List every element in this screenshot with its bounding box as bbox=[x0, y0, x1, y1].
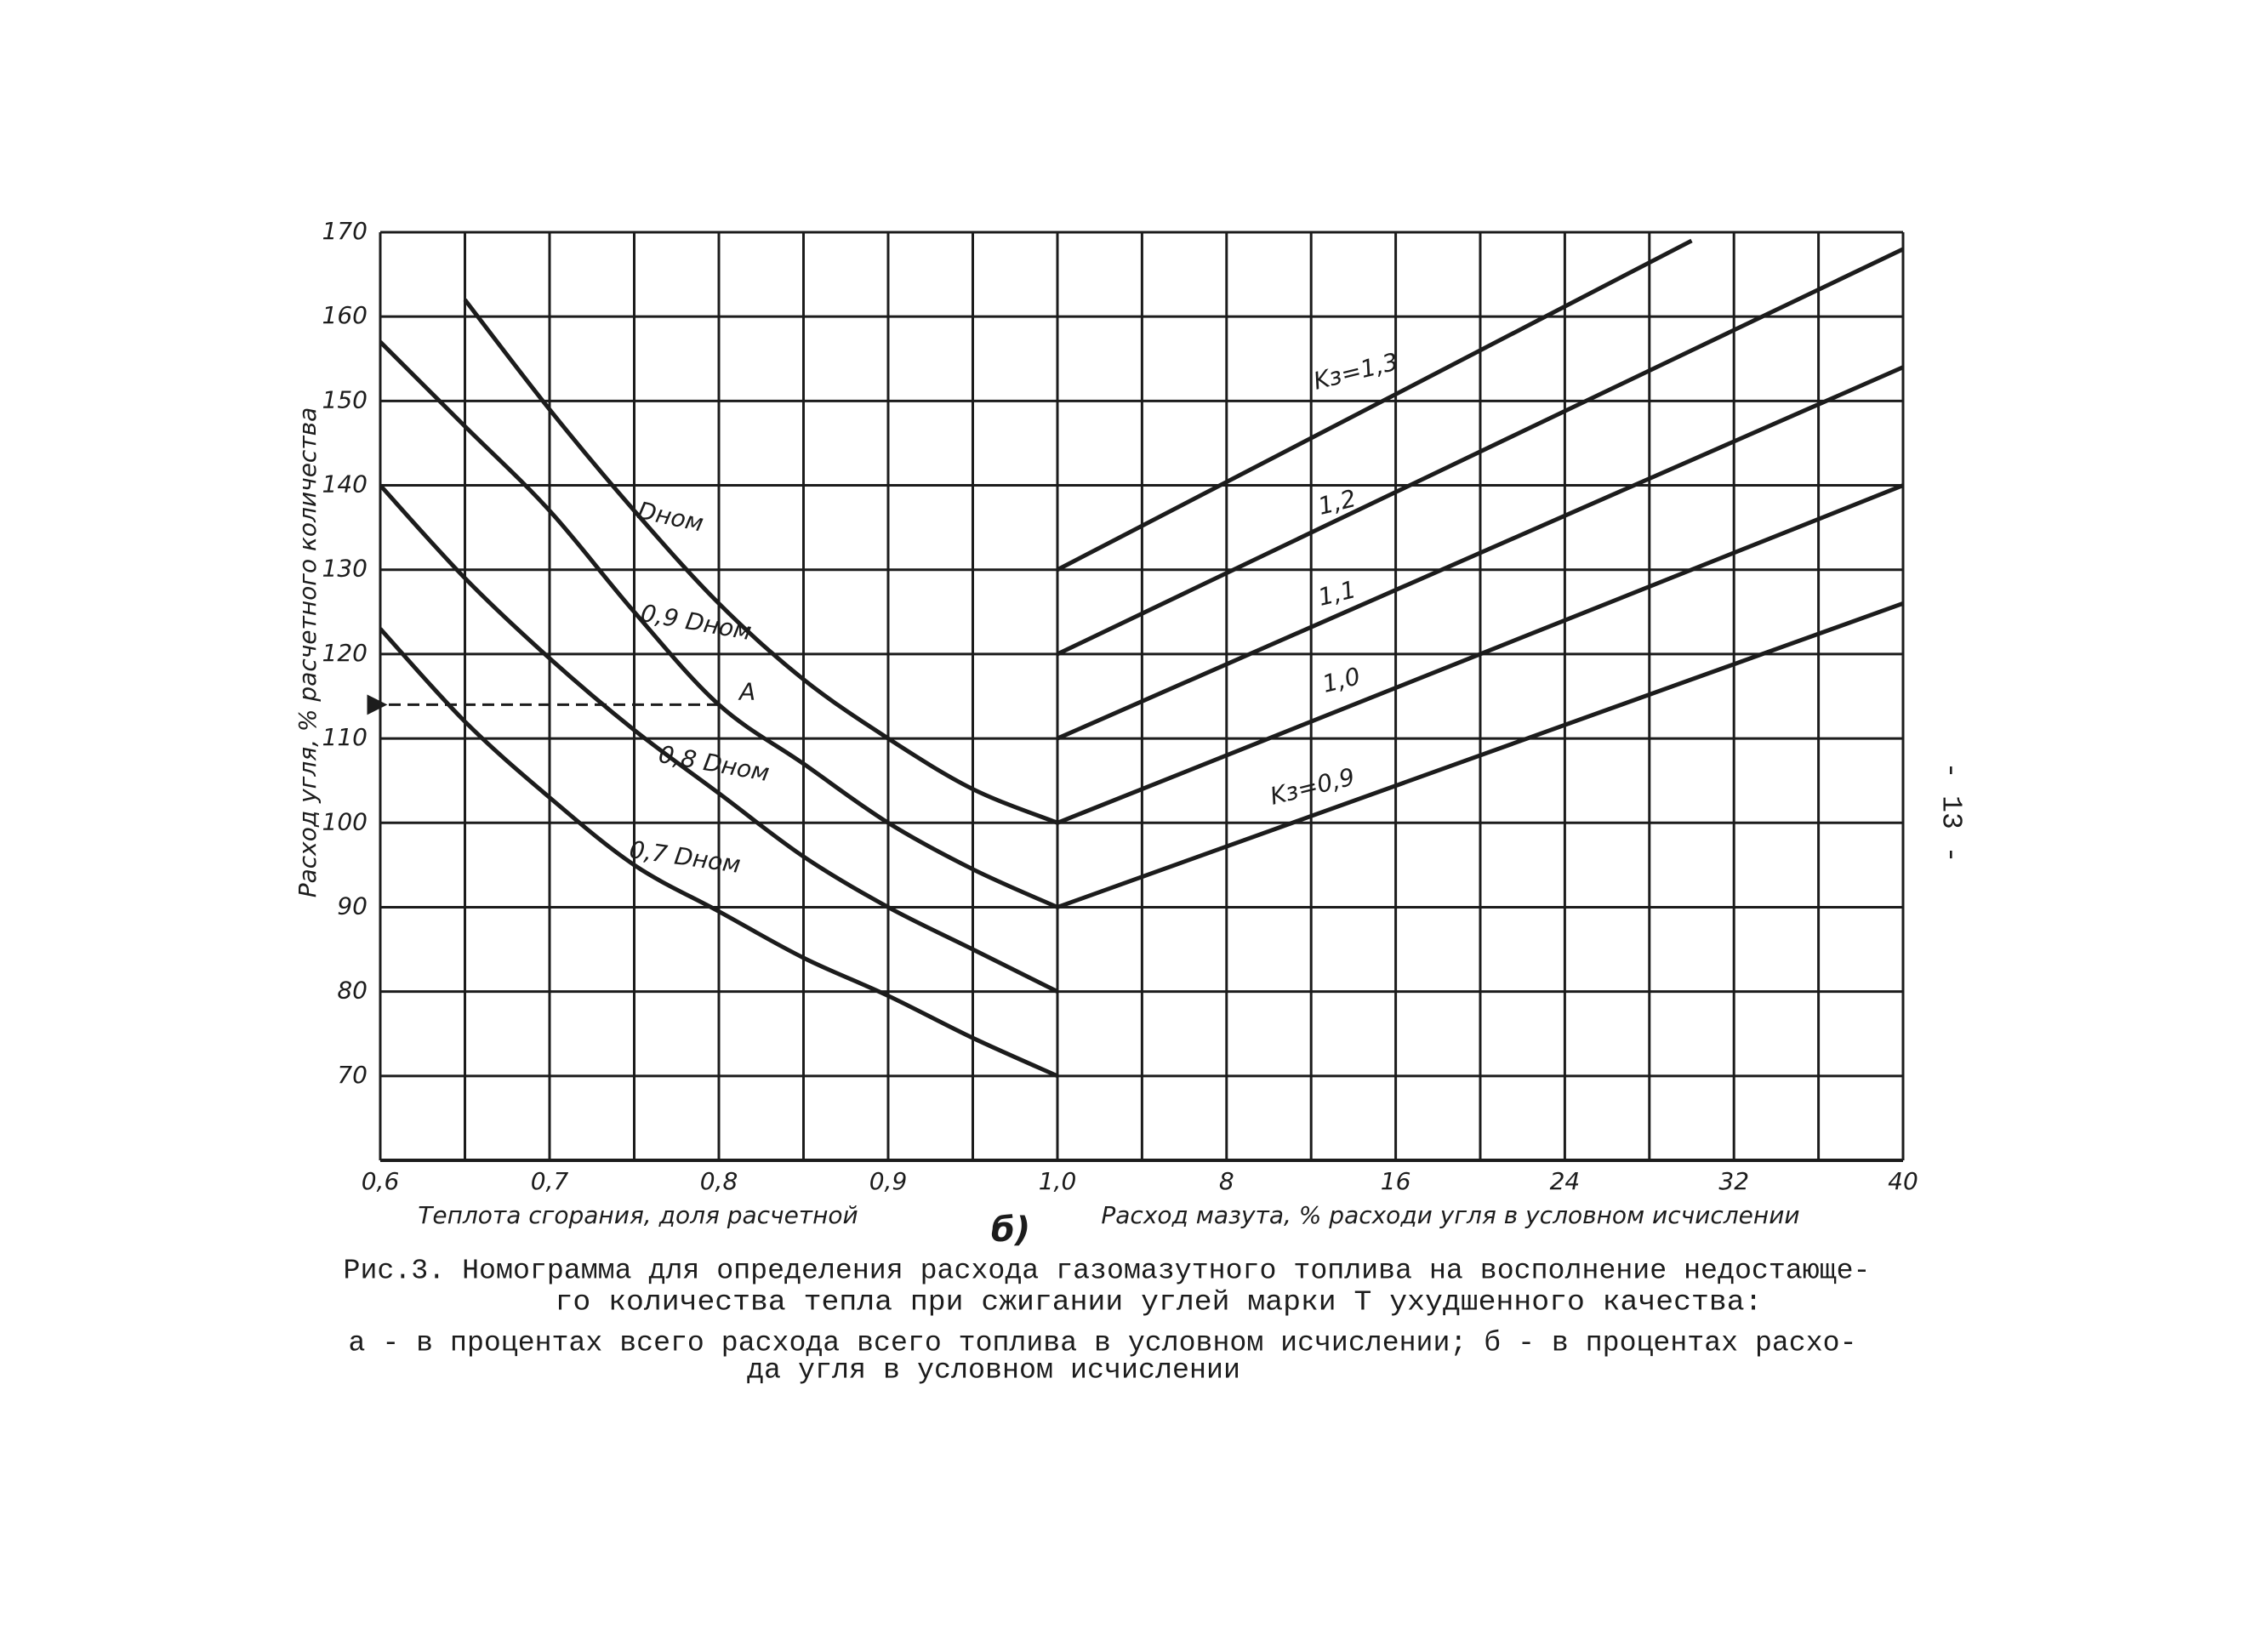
curve-label: Dном bbox=[635, 496, 706, 538]
x-axis-label: Теплота сгорания, доля расчетной bbox=[418, 1201, 858, 1229]
x-tick-label: 8 bbox=[1219, 1167, 1234, 1195]
curve bbox=[1056, 238, 1693, 572]
caption-line: Рис.3. Номограмма для определения расход… bbox=[344, 1256, 1871, 1287]
curve bbox=[1056, 365, 1903, 741]
curve bbox=[1056, 247, 1903, 657]
y-tick-label: 130 bbox=[322, 555, 368, 583]
grid bbox=[379, 231, 1905, 1160]
panel-label: б) bbox=[991, 1211, 1030, 1250]
caption-line: да угля в условном исчислении bbox=[747, 1355, 1240, 1387]
x-tick-label: 0,9 bbox=[869, 1167, 908, 1195]
y-tick-label: 110 bbox=[322, 723, 368, 751]
curve-label: 1,0 bbox=[1319, 662, 1363, 698]
curves bbox=[380, 238, 1903, 1079]
y-tick-label: 120 bbox=[322, 639, 368, 667]
y-tick-label: 140 bbox=[322, 470, 368, 498]
y-tick-label: 100 bbox=[322, 807, 368, 835]
x-tick-label: 1,0 bbox=[1039, 1167, 1077, 1195]
curve-label: 0,8 Dном bbox=[657, 740, 772, 787]
x-tick-label: 16 bbox=[1381, 1167, 1411, 1195]
curve bbox=[380, 483, 1059, 994]
y-tick-label: 160 bbox=[322, 301, 368, 329]
y-tick-label: 80 bbox=[337, 977, 368, 1005]
x-tick-label: 24 bbox=[1550, 1167, 1581, 1195]
x-tick-label: 0,7 bbox=[531, 1167, 569, 1195]
x-tick-label: 40 bbox=[1888, 1167, 1918, 1195]
curve bbox=[1057, 483, 1903, 825]
y-tick-label: 90 bbox=[337, 892, 368, 920]
curve-label: 1,1 bbox=[1315, 575, 1359, 612]
y-tick-label: 150 bbox=[322, 385, 368, 413]
y-tick-label: 170 bbox=[322, 217, 368, 245]
caption-line: го количества тепла при сжигании углей м… bbox=[556, 1287, 1763, 1319]
curve bbox=[380, 340, 1059, 909]
x-axis-label: Расход мазута, % расходи угля в условном… bbox=[1101, 1201, 1799, 1229]
y-tick-label: 70 bbox=[337, 1061, 368, 1089]
x-tick-label: 0,6 bbox=[362, 1167, 400, 1195]
curve bbox=[1057, 601, 1903, 909]
y-axis-label: Расход угля, % расчетного количества bbox=[293, 407, 322, 898]
curve bbox=[463, 298, 1058, 825]
x-tick-label: 0,8 bbox=[700, 1167, 738, 1195]
caption-line: а - в процентах всего расхода всего топл… bbox=[349, 1328, 1857, 1359]
curve-label: Kз=1,3 bbox=[1311, 347, 1401, 396]
annotation-label: A bbox=[738, 677, 755, 705]
curve bbox=[380, 627, 1059, 1079]
x-tick-label: 32 bbox=[1718, 1167, 1749, 1195]
page-number: - 13 - bbox=[1935, 762, 1966, 863]
